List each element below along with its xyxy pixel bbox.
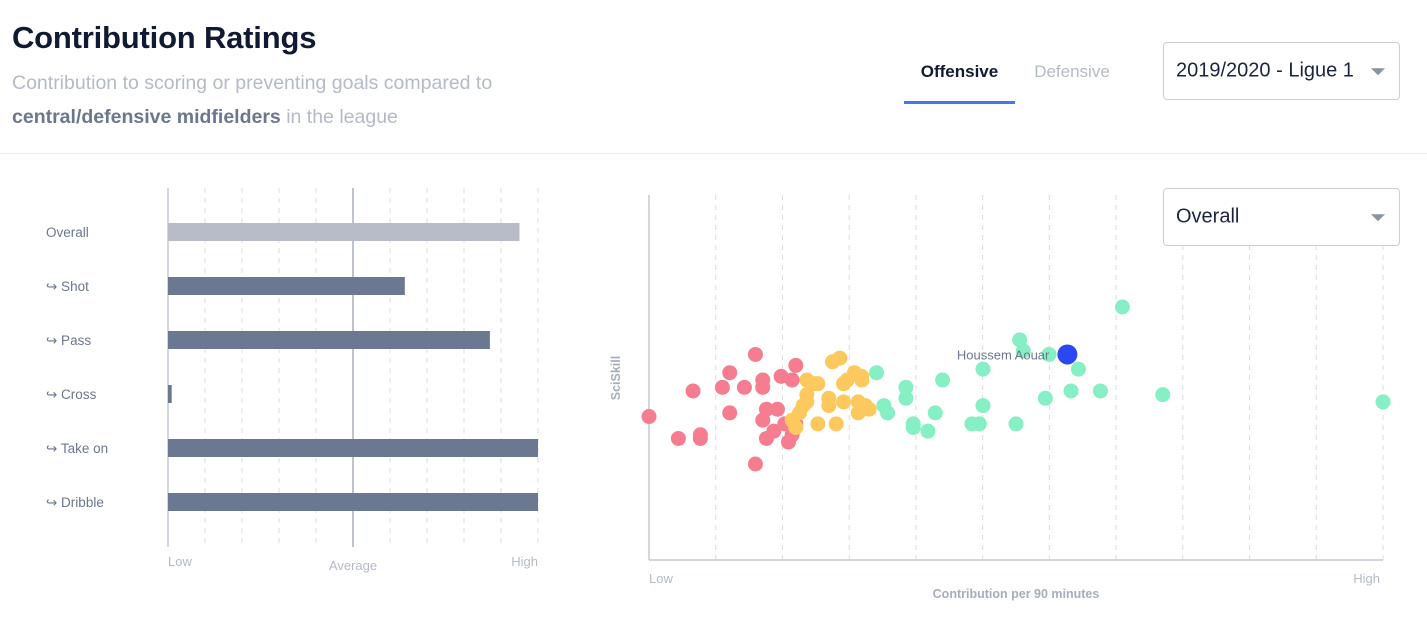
bar-axis-high-label: High [511,554,538,569]
scatter-point [714,379,730,395]
scatter-point [1008,416,1024,432]
scatter-point [821,398,837,414]
scatter-point [1037,390,1053,406]
scatter-point [799,394,815,410]
scatter-point [836,394,852,410]
bar-category-label: Overall [46,225,89,240]
metric-select-value: Overall [1176,205,1240,228]
bar-axis-average-label: Average [329,558,377,573]
rating-bar [168,385,172,403]
tab-offensive[interactable]: Offensive [904,58,1015,104]
chevron-down-icon [1371,68,1385,76]
bar-axis-low-label: Low [168,554,192,569]
season-select[interactable]: 2019/2020 - Ligue 1 [1163,42,1400,100]
scatter-point [692,427,708,443]
scatter-point [1155,387,1171,403]
scatter-point [832,350,848,366]
scatter-point [641,409,657,425]
scatter-point [975,361,991,377]
scatter-point [927,405,943,421]
highlighted-player-point [1057,344,1078,365]
scatter-point [685,383,701,399]
scatter-point [975,398,991,414]
metric-select[interactable]: Overall [1163,188,1400,246]
chevron-down-icon [1371,214,1385,222]
bar-category-label: ↪ Cross [46,387,97,402]
season-select-value: 2019/2020 - Ligue 1 [1176,59,1354,82]
scatter-point [788,357,804,373]
scatter-point [722,405,738,421]
rating-bar [168,331,490,349]
rating-bar [168,439,538,457]
subtitle-suffix: in the league [286,106,398,128]
scatter-point [810,376,826,392]
scatter-point [828,416,844,432]
scatter-point [1015,343,1031,359]
scatter-point [898,379,914,395]
page-header: Contribution Ratings Contribution to sco… [0,0,1427,154]
scatter-point [1063,383,1079,399]
scatter-point [1070,361,1086,377]
subtitle-emphasis: central/defensive midfielders [12,106,281,128]
scatter-point [810,416,826,432]
bar-category-label: ↪ Take on [46,441,108,456]
highlighted-player-label: Houssem Aouar [957,347,1050,362]
scatter-point [784,372,800,388]
scatter-point [898,390,914,406]
scatter-point [1114,299,1130,315]
scatter-point [722,365,738,381]
scatter-point [1375,394,1391,410]
bar-category-label: ↪ Pass [46,333,91,348]
scatter-point [854,368,870,384]
y-axis-label: SciSkill [609,356,623,400]
scatter-point [869,365,885,381]
scatter-point [935,372,951,388]
bar-category-label: ↪ Shot [46,279,89,294]
x-axis-label: Contribution per 90 minutes [933,587,1100,601]
scatter-point [736,379,752,395]
scatter-axis-low-label: Low [649,571,673,586]
scatter-point [880,405,896,421]
scatter-point [670,430,686,446]
page-subtitle: Contribution to scoring or preventing go… [12,66,572,134]
scatter-point [747,346,763,362]
rating-bar [168,493,538,511]
rating-bar-chart: Overall ↪ Shot ↪ Pass ↪ Cross ↪ Take on ↪ Dri… [46,188,539,573]
subtitle-text: Contribution to scoring or preventing go… [12,72,493,94]
scatter-point [766,423,782,439]
tab-defensive[interactable]: Defensive [1034,62,1110,81]
scatter-point [769,401,785,417]
scatter-point [788,419,804,435]
scatter-point [755,379,771,395]
bar-category-label: ↪ Dribble [46,495,104,510]
scatter-point [861,401,877,417]
rating-bar [168,223,520,241]
scatter-point [971,416,987,432]
page-title: Contribution Ratings [12,20,317,55]
scatter-point [905,419,921,435]
scatter-point [758,401,774,417]
scatter-point [1041,346,1057,362]
rating-bar [168,277,405,295]
scatter-point [1092,383,1108,399]
scatter-axis-high-label: High [1353,571,1380,586]
scatter-point [920,423,936,439]
scatter-point [747,456,763,472]
